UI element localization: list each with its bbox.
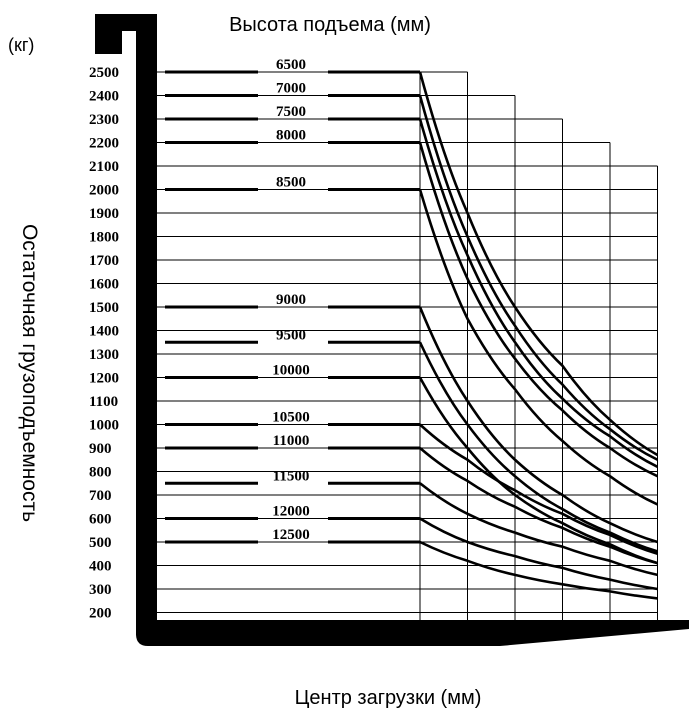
series-label: 10500 — [272, 410, 310, 426]
y-tick-label: 800 — [89, 465, 112, 481]
y-tick-label: 2200 — [89, 136, 119, 152]
y-unit-label: (кг) — [8, 35, 34, 55]
capacity-curve — [418, 95, 659, 461]
capacity-curve — [418, 71, 659, 457]
y-tick-label: 1800 — [89, 230, 119, 246]
y-tick-label: 500 — [89, 535, 112, 551]
capacity-curve — [418, 118, 659, 468]
series-label: 11500 — [273, 468, 310, 484]
y-tick-label: 200 — [89, 606, 112, 622]
capacity-curve — [418, 376, 658, 565]
capacity-curve — [419, 517, 658, 591]
y-tick-label: 1900 — [89, 206, 119, 222]
y-tick-label: 2100 — [89, 159, 119, 175]
capacity-curve — [419, 482, 658, 577]
y-axis-label: Остаточная грузоподъемность — [18, 224, 41, 522]
y-tick-label: 1600 — [89, 277, 119, 293]
series-label: 11000 — [273, 433, 310, 449]
y-tick-label: 1700 — [89, 253, 119, 269]
series-label: 10000 — [272, 363, 310, 379]
y-tick-label: 2000 — [89, 183, 119, 199]
y-tick-label: 1100 — [89, 394, 118, 410]
mast-vertical — [136, 14, 157, 634]
series-labels: 6500 7000 7500 8000 8500 9000 9500 10000 10500 11… — [272, 57, 310, 543]
capacity-curve — [418, 341, 658, 553]
capacity-curve — [419, 423, 658, 555]
capacity-curve — [418, 189, 659, 506]
y-tick-label: 1200 — [89, 371, 119, 387]
y-tick-label: 2400 — [89, 89, 119, 105]
y-tick-label: 600 — [89, 512, 112, 528]
y-tick-label: 700 — [89, 488, 112, 504]
y-tick-label: 1300 — [89, 347, 119, 363]
forklift-frame — [95, 14, 689, 646]
y-tick-label: 2300 — [89, 112, 119, 128]
y-tick-label: 300 — [89, 582, 112, 598]
series-label: 12500 — [272, 527, 310, 543]
chart-title: Высота подъема (мм) — [229, 14, 431, 36]
y-tick-label: 1500 — [89, 300, 119, 316]
series-label: 8000 — [276, 128, 306, 144]
y-tick-label: 2500 — [89, 65, 119, 81]
series-label: 7000 — [276, 81, 306, 97]
series-label: 8500 — [276, 175, 306, 191]
capacity-curve — [418, 306, 658, 544]
y-tick-label: 1400 — [89, 324, 119, 340]
height-leaders — [165, 70, 420, 544]
series-label: 12000 — [272, 504, 310, 520]
series-label: 9500 — [276, 327, 306, 343]
fork-base — [136, 620, 689, 646]
y-tick-label: 1000 — [89, 418, 119, 434]
y-tick-label: 900 — [89, 441, 112, 457]
y-tick-labels: 2500 2400 2300 2200 2100 2000 1900 1800 1700 1600… — [89, 65, 119, 622]
labels: Высота подъема (мм) (кг) Остаточная груз… — [8, 14, 481, 709]
capacity-curve — [419, 540, 658, 600]
capacity-curve — [419, 447, 658, 565]
x-axis-label: Центр загрузки (мм) — [295, 687, 482, 709]
series-label: 6500 — [276, 57, 306, 73]
series-label: 7500 — [276, 104, 306, 120]
capacity-curves — [418, 71, 659, 600]
y-tick-label: 400 — [89, 559, 112, 575]
capacity-curve — [418, 142, 659, 478]
series-label: 9000 — [276, 292, 306, 308]
